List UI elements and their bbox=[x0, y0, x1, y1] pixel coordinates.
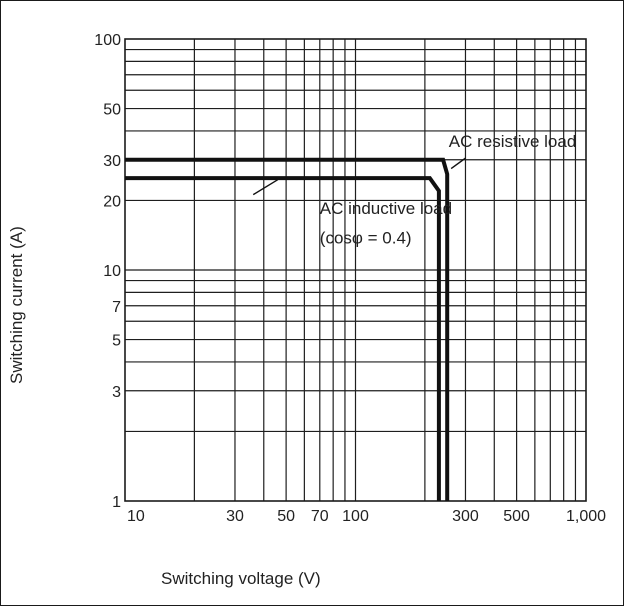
annotation-label: AC resistive load bbox=[449, 132, 577, 151]
x-tick-label: 500 bbox=[503, 508, 530, 525]
annotation-label: AC inductive load bbox=[320, 199, 452, 218]
x-tick-label: 10 bbox=[127, 508, 145, 525]
tick-labels: 10 30 50 70 100 300 500 1,000 1 3 5 7 10 20 30 50 100 bbox=[94, 32, 606, 525]
x-tick-label: 100 bbox=[342, 508, 369, 525]
y-tick-label: 3 bbox=[112, 384, 121, 401]
y-tick-label: 7 bbox=[112, 299, 121, 316]
y-tick-label: 10 bbox=[103, 263, 121, 280]
y-axis-title: Switching current (A) bbox=[7, 226, 26, 384]
y-tick-label: 50 bbox=[103, 102, 121, 119]
y-tick-label: 30 bbox=[103, 153, 121, 170]
y-tick-label: 100 bbox=[94, 32, 121, 49]
x-tick-label: 50 bbox=[277, 508, 295, 525]
series-lines bbox=[125, 157, 450, 501]
annotation-leaders bbox=[252, 157, 466, 196]
series-line-ac-inductive-load bbox=[125, 176, 441, 501]
y-tick-label: 20 bbox=[103, 193, 121, 210]
grid bbox=[124, 38, 587, 502]
x-tick-label: 70 bbox=[311, 508, 329, 525]
x-axis-title: Switching voltage (V) bbox=[161, 569, 321, 588]
series-line-ac-resistive-load bbox=[125, 157, 450, 501]
annotation-label: (cosφ = 0.4) bbox=[320, 229, 412, 248]
annotations: AC resistive load AC inductive load (cosφ … bbox=[320, 132, 577, 247]
y-tick-label: 1 bbox=[112, 494, 121, 511]
y-tick-label: 5 bbox=[112, 333, 121, 350]
x-tick-label: 300 bbox=[452, 508, 479, 525]
plot-frame bbox=[124, 38, 587, 502]
x-tick-label: 30 bbox=[226, 508, 244, 525]
x-tick-label: 1,000 bbox=[566, 508, 606, 525]
leader-line bbox=[252, 179, 279, 196]
leader-line bbox=[450, 157, 466, 170]
